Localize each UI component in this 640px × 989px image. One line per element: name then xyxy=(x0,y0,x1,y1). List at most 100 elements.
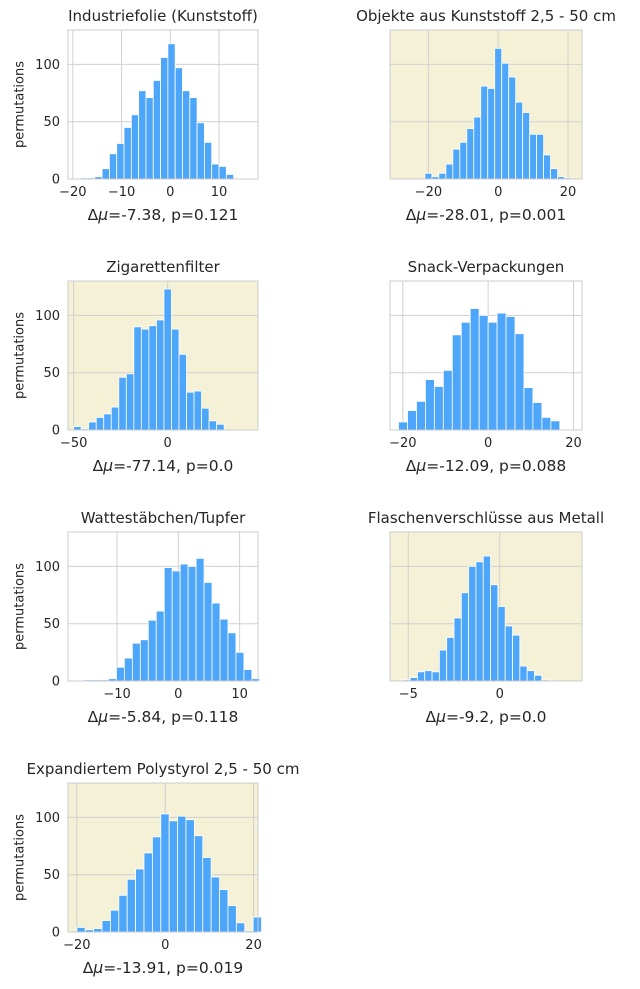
y-tick-label: 0 xyxy=(52,675,60,690)
y-tick-label: 50 xyxy=(43,868,60,883)
mu-symbol: μ xyxy=(103,457,114,475)
mu-symbol: μ xyxy=(93,959,104,977)
y-tick-label: 100 xyxy=(35,58,60,73)
mu-symbol: μ xyxy=(436,708,446,726)
x-tick-label: 20 xyxy=(245,938,262,953)
panel-title: Snack-Verpackungen xyxy=(407,258,565,276)
x-axis-caption: Δμ=-12.09, p=0.088 xyxy=(356,457,616,475)
x-tick-label: 0 xyxy=(166,185,174,200)
histogram-bar xyxy=(219,889,229,933)
histogram-bar xyxy=(177,815,187,933)
histogram-bar xyxy=(151,836,162,933)
delta-symbol: Δ xyxy=(87,206,99,224)
y-tick-label: 0 xyxy=(52,424,60,439)
panel-title: Wattestäbchen/Tupfer xyxy=(80,509,246,527)
histogram-bar xyxy=(168,820,178,933)
axes-frame xyxy=(389,280,583,431)
stat-values: =-7.38, p=0.121 xyxy=(108,206,239,224)
x-tick-label: 0 xyxy=(484,436,492,451)
x-tick-label: 10 xyxy=(231,687,248,702)
panel-title: Industriefolie (Kunststoff) xyxy=(68,7,258,25)
stat-values: =-77.14, p=0.0 xyxy=(113,457,234,475)
histogram-bar xyxy=(118,894,128,933)
y-tick-label: 100 xyxy=(35,560,60,575)
y-tick-label: 100 xyxy=(35,811,60,826)
axes-frame xyxy=(67,531,259,682)
x-tick-label: 0 xyxy=(174,687,182,702)
x-tick-label: −20 xyxy=(63,938,90,953)
stat-values: =-28.01, p=0.001 xyxy=(426,206,567,224)
x-tick-label: −20 xyxy=(389,436,416,451)
x-tick-label: −5 xyxy=(399,687,418,702)
histogram-bar xyxy=(210,876,220,933)
y-axis-label: permutations xyxy=(12,813,28,901)
x-tick-label: 0 xyxy=(496,687,504,702)
x-axis-caption: Δμ=-9.2, p=0.0 xyxy=(356,708,616,726)
histogram-bar xyxy=(185,819,195,933)
x-tick-label: 10 xyxy=(211,185,228,200)
histogram-bar xyxy=(110,909,120,933)
histogram-bar xyxy=(193,835,204,933)
delta-symbol: Δ xyxy=(82,959,94,977)
delta-symbol: Δ xyxy=(92,457,104,475)
y-tick-label: 0 xyxy=(52,173,60,188)
stat-values: =-13.91, p=0.019 xyxy=(103,959,244,977)
histogram-bar xyxy=(76,927,86,933)
x-tick-label: 20 xyxy=(560,185,577,200)
histogram-bar xyxy=(135,868,145,933)
panel-title: Flaschenverschlüsse aus Metall xyxy=(367,509,605,527)
histogram-bar xyxy=(235,922,246,933)
delta-symbol: Δ xyxy=(87,708,99,726)
stat-values: =-12.09, p=0.088 xyxy=(426,457,567,475)
x-tick-label: −20 xyxy=(415,185,442,200)
y-tick-label: 50 xyxy=(43,366,60,381)
delta-symbol: Δ xyxy=(425,708,437,726)
panel-title: Expandiertem Polystyrol 2,5 - 50 cm xyxy=(26,760,300,778)
y-tick-label: 50 xyxy=(43,115,60,130)
histogram-bar xyxy=(143,852,153,933)
mu-symbol: μ xyxy=(98,708,109,726)
axes-frame xyxy=(389,29,583,180)
panel-title: Zigarettenfilter xyxy=(106,258,220,276)
x-tick-label: −50 xyxy=(60,436,87,451)
x-tick-label: −20 xyxy=(59,185,86,200)
mu-symbol: μ xyxy=(98,206,109,224)
axes-frame xyxy=(67,280,259,431)
histogram-bar xyxy=(227,905,237,933)
x-axis-caption: Δμ=-5.84, p=0.118 xyxy=(33,708,293,726)
histogram-bar xyxy=(160,813,170,933)
histogram-bar xyxy=(126,878,137,933)
histogram-bar xyxy=(202,857,212,933)
x-axis-caption: Δμ=-77.14, p=0.0 xyxy=(33,457,293,475)
histogram-bar xyxy=(93,928,103,933)
x-tick-label: 0 xyxy=(161,938,169,953)
delta-symbol: Δ xyxy=(405,457,417,475)
stat-values: =-9.2, p=0.0 xyxy=(445,708,547,726)
axes-frame xyxy=(67,782,259,933)
x-tick-label: 20 xyxy=(565,436,582,451)
x-tick-label: −10 xyxy=(103,687,130,702)
y-tick-label: 100 xyxy=(35,309,60,324)
x-tick-label: 0 xyxy=(494,185,502,200)
delta-symbol: Δ xyxy=(405,206,417,224)
x-axis-caption: Δμ=-7.38, p=0.121 xyxy=(33,206,293,224)
y-tick-label: 0 xyxy=(52,926,60,941)
x-axis-caption: Δμ=-28.01, p=0.001 xyxy=(356,206,616,224)
mu-symbol: μ xyxy=(416,206,427,224)
axes-frame xyxy=(67,29,259,180)
x-tick-label: 0 xyxy=(164,436,172,451)
panel-title: Objekte aus Kunststoff 2,5 - 50 cm xyxy=(356,7,616,25)
stat-values: =-5.84, p=0.118 xyxy=(108,708,239,726)
x-axis-caption: Δμ=-13.91, p=0.019 xyxy=(33,959,293,977)
mu-symbol: μ xyxy=(416,457,427,475)
histogram-bar xyxy=(252,916,262,933)
y-tick-label: 50 xyxy=(43,617,60,632)
axes-frame xyxy=(389,531,583,682)
